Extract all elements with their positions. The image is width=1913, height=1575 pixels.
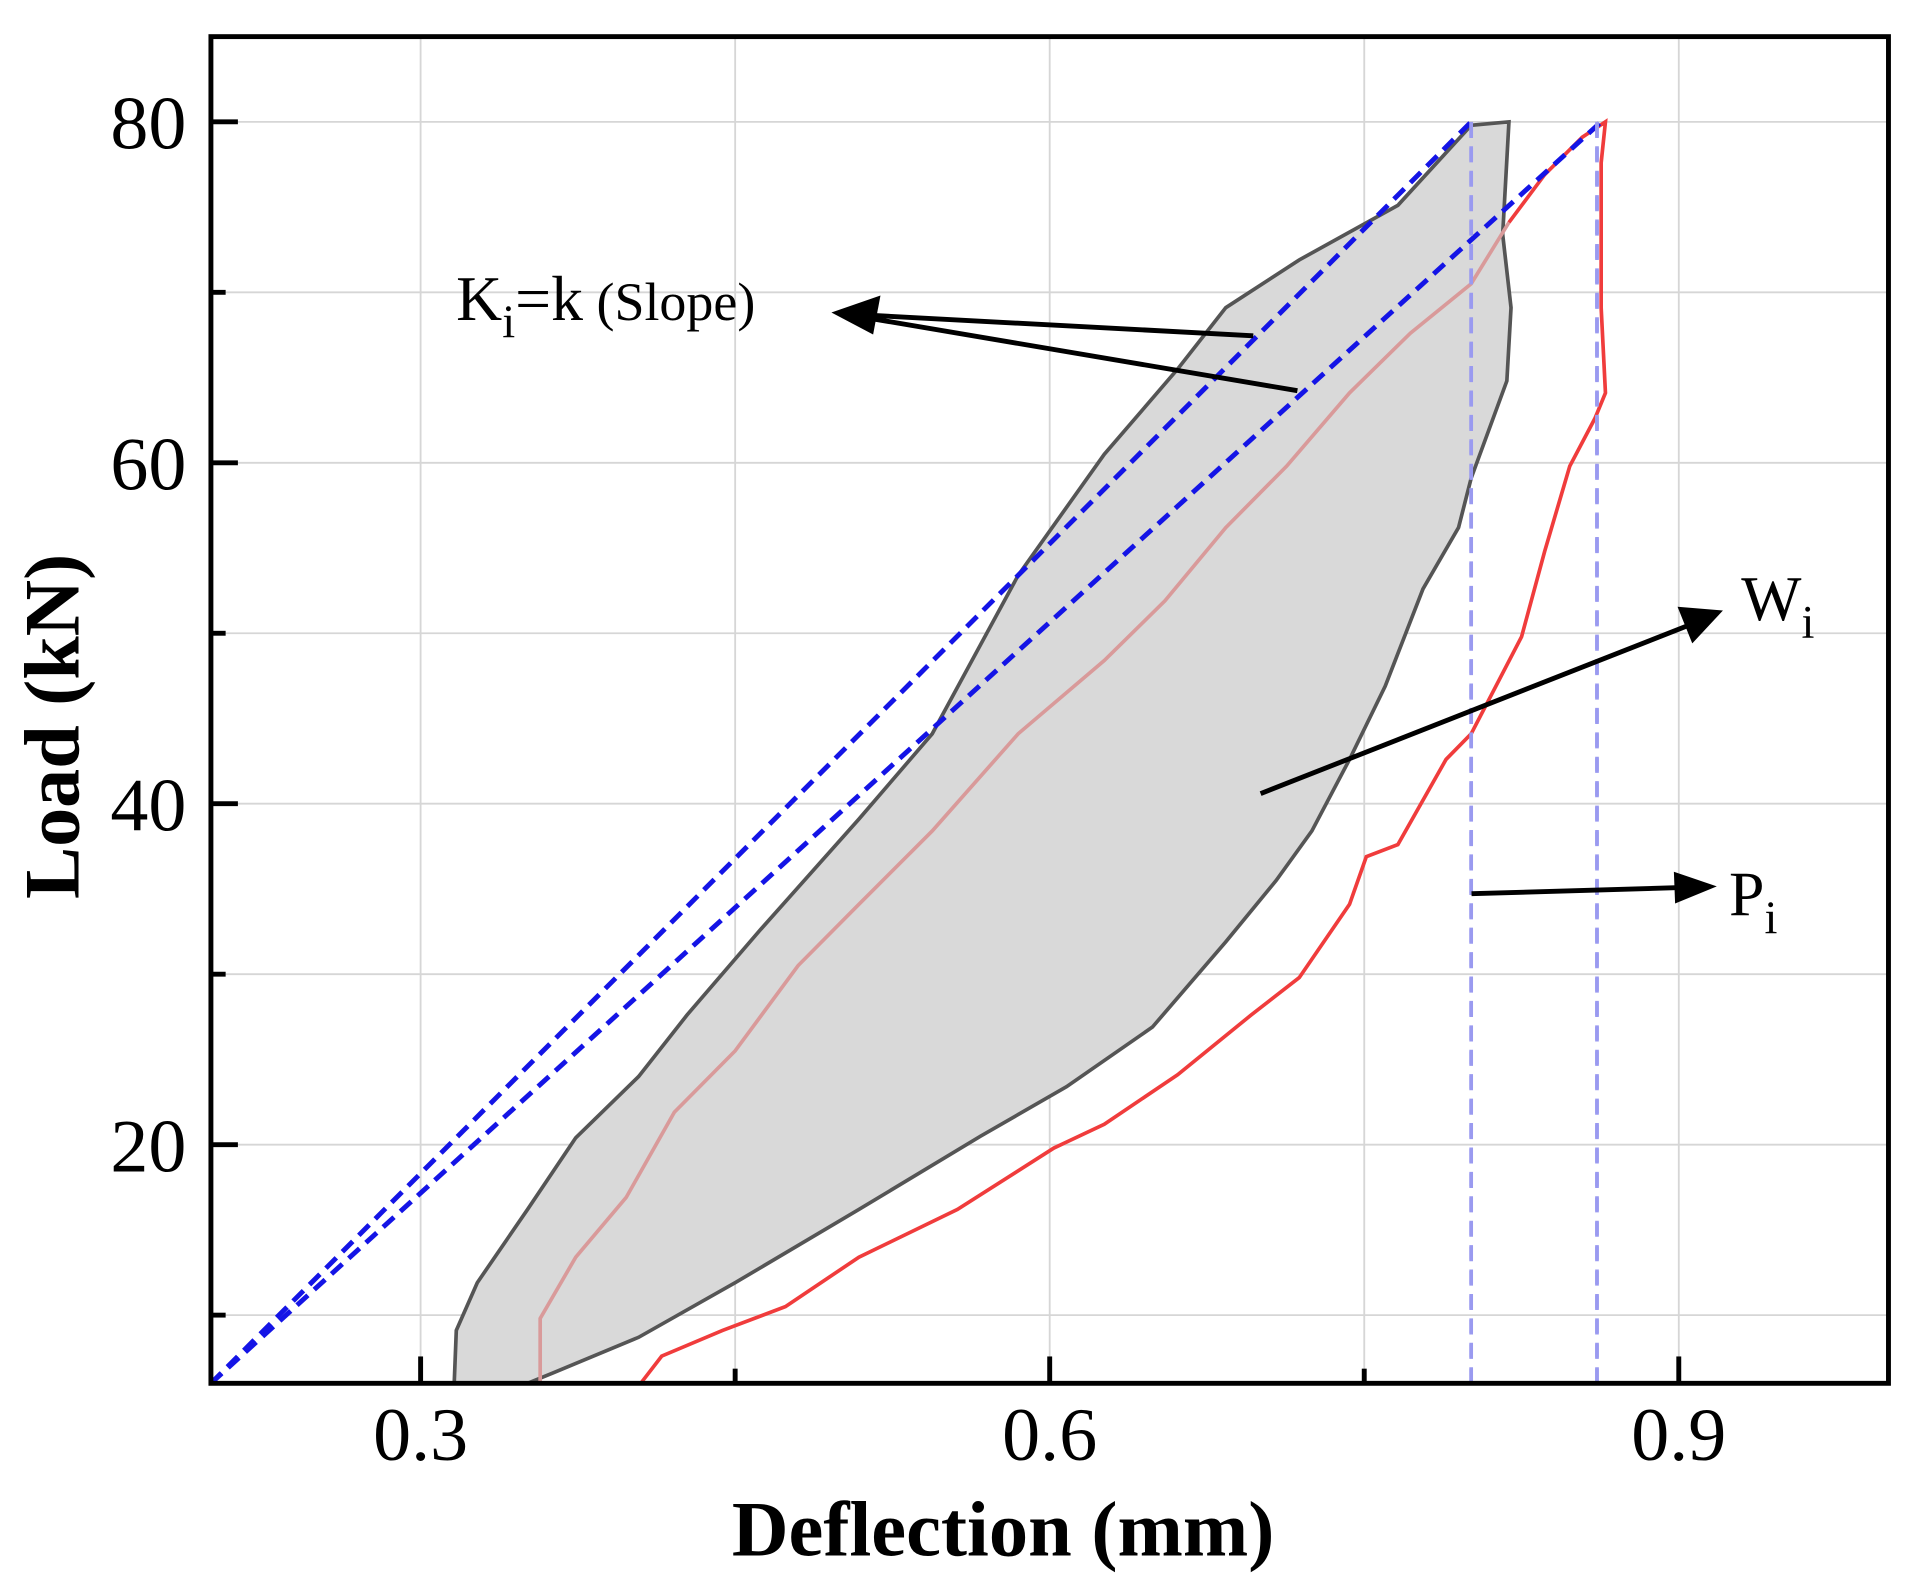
slope-line-2 bbox=[209, 120, 1603, 1386]
x-tick-label: 0.3 bbox=[373, 1393, 468, 1477]
y-axis-label: Load (kN) bbox=[8, 554, 95, 899]
peak-arrow bbox=[1471, 885, 1681, 897]
slope-arrow-1 bbox=[864, 312, 1254, 339]
energy-label: Wi bbox=[1741, 563, 1814, 648]
slope-annotation: Ki=k (Slope) bbox=[456, 263, 1298, 394]
x-axis-label: Deflection (mm) bbox=[732, 1486, 1274, 1573]
series-layer bbox=[209, 118, 1608, 1386]
y-tick-label: 60 bbox=[110, 423, 186, 507]
slope-label: Ki=k (Slope) bbox=[456, 263, 755, 348]
peak-annotation: Pi bbox=[1471, 859, 1778, 944]
peak-label: Pi bbox=[1729, 859, 1777, 944]
arrowhead-icon bbox=[1673, 871, 1717, 904]
x-tick-label: 0.9 bbox=[1631, 1393, 1726, 1477]
ticks: 0.3 0.6 0.9 20 40 60 80 bbox=[110, 82, 1726, 1477]
slope-arrow-2 bbox=[864, 315, 1298, 394]
arrowhead-icon bbox=[831, 295, 881, 335]
loading-curve bbox=[538, 221, 1511, 1384]
arrowhead-icon bbox=[1677, 606, 1723, 644]
y-tick-label: 40 bbox=[110, 764, 186, 848]
y-tick-label: 80 bbox=[110, 82, 186, 166]
y-tick-label: 20 bbox=[110, 1105, 186, 1189]
slope-line-1 bbox=[209, 120, 1473, 1386]
energy-arrow bbox=[1259, 621, 1694, 796]
energy-annotation: Wi bbox=[1259, 563, 1815, 796]
x-tick-label: 0.6 bbox=[1002, 1393, 1097, 1477]
next-cycle-curve bbox=[639, 118, 1608, 1385]
